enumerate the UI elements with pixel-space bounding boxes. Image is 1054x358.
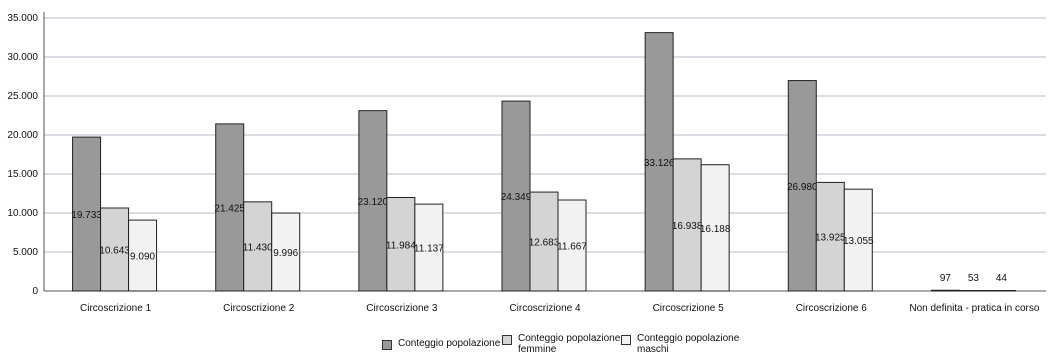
bar <box>815 181 845 292</box>
bar <box>501 100 531 292</box>
bar <box>529 191 559 292</box>
legend-swatch-total <box>382 340 392 350</box>
data-label: 26.980 <box>787 182 818 193</box>
bar <box>787 80 817 292</box>
data-label: 97 <box>940 273 952 284</box>
data-label: 10.643 <box>99 245 130 256</box>
legend-item-female: Conteggio popolazione femmine <box>502 333 620 355</box>
bar <box>271 212 301 292</box>
y-tick-label: 5.000 <box>13 247 38 258</box>
x-category-label: Circoscrizione 1 <box>80 303 152 314</box>
legend-label-male-1: Conteggio popolazione <box>637 333 740 344</box>
y-tick-label: 35.000 <box>7 13 38 24</box>
bar <box>128 219 158 292</box>
y-tick-label: 0 <box>32 286 38 297</box>
data-label: 13.925 <box>815 233 846 244</box>
y-tick-label: 30.000 <box>7 52 38 63</box>
legend-swatch-male <box>621 335 631 345</box>
data-label: 21.425 <box>214 203 245 214</box>
data-label: 53 <box>968 273 980 284</box>
bar <box>215 123 245 292</box>
chart-plot: 0 5.000 10.000 15.000 20.000 25.000 30.000 35.0… <box>7 12 1046 314</box>
y-tick-label: 25.000 <box>7 91 38 102</box>
x-category-label: Non definita - pratica in corso <box>909 303 1040 314</box>
x-category-label: Circoscrizione 6 <box>796 303 868 314</box>
data-label: 13.055 <box>843 236 874 247</box>
bar <box>986 290 1016 292</box>
x-category-label: Circoscrizione 2 <box>223 303 295 314</box>
data-label: 11.430 <box>243 242 273 253</box>
data-label: 33.126 <box>644 158 675 169</box>
legend-item-total: Conteggio popolazione <box>382 338 500 350</box>
bar <box>358 110 388 292</box>
legend-label-male-2: maschi <box>637 344 669 355</box>
data-label: 19.733 <box>71 210 102 221</box>
bar <box>930 289 960 292</box>
legend-label-female-1: Conteggio popolazione <box>518 333 621 344</box>
bar <box>843 188 873 292</box>
x-category-label: Circoscrizione 3 <box>366 303 438 314</box>
x-category-label: Circoscrizione 4 <box>509 303 581 314</box>
legend-swatch-female <box>502 335 512 345</box>
y-tick-label: 20.000 <box>7 130 38 141</box>
bar <box>386 197 416 292</box>
data-label: 12.683 <box>529 238 560 249</box>
bar <box>100 207 130 292</box>
bar <box>644 32 674 292</box>
bar <box>557 199 587 292</box>
data-label: 9.090 <box>130 252 155 263</box>
data-label: 11.667 <box>557 241 587 252</box>
y-tick-label: 10.000 <box>7 208 38 219</box>
bar <box>243 201 273 292</box>
legend-label-total: Conteggio popolazione <box>398 338 501 349</box>
legend-label-female-2: femmine <box>518 344 557 355</box>
data-label: 16.938 <box>672 221 703 232</box>
data-label: 9.996 <box>273 248 298 259</box>
bar <box>958 290 988 292</box>
data-label: 23.120 <box>358 197 389 208</box>
data-label: 11.137 <box>414 244 444 255</box>
x-category-label: Circoscrizione 5 <box>653 303 725 314</box>
data-label: 16.188 <box>700 224 731 235</box>
y-tick-label: 15.000 <box>7 169 38 180</box>
data-label: 44 <box>996 273 1008 284</box>
bar <box>700 164 730 292</box>
legend-item-male: Conteggio popolazione maschi <box>621 333 739 355</box>
data-label: 24.349 <box>501 192 532 203</box>
bar <box>414 203 444 292</box>
data-label: 11.984 <box>386 240 416 251</box>
